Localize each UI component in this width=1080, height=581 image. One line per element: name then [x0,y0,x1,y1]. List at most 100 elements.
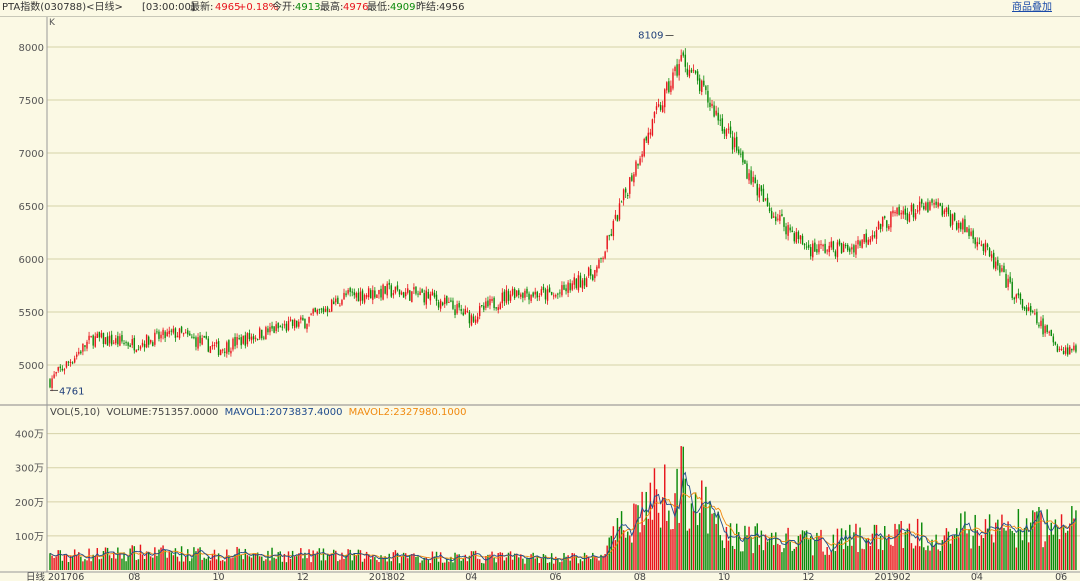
candle-body [610,233,613,236]
volume-bar [80,556,82,570]
volume-bar [717,511,719,570]
candle-body [935,201,937,205]
volume-bar [651,519,654,570]
volume-bar [939,550,941,570]
candle-body [606,235,608,250]
candle-body [374,290,376,298]
candle-body [906,212,909,221]
candle-body [63,369,66,371]
candle-body [861,239,863,248]
candle-body [421,289,423,293]
candle-body [339,305,341,307]
candle-body [949,213,952,227]
candle-body [528,293,530,300]
candle-body [701,80,703,92]
volume-bar [914,545,917,570]
candle-body [176,335,179,338]
candle-body [966,227,968,233]
candle-body [316,309,318,314]
volume-bar [999,530,1001,570]
commodity-overlay-link[interactable]: 商品叠加 [1012,2,1052,13]
candle-body [398,289,401,295]
candle-body [725,129,728,137]
volume-bar [104,547,107,570]
volume-bar [402,552,405,570]
volume-bar [945,528,948,570]
candle-body [1062,350,1065,355]
volume-bar [219,560,222,570]
candle-body [992,252,995,268]
volume-bar [590,559,592,570]
volume-bar [141,554,144,570]
candle-body [707,90,709,103]
candle-body [503,291,506,302]
candle-body [431,291,434,296]
candle-body [164,331,166,339]
candle-body [727,128,730,130]
volume-bar [150,556,152,570]
candle-body [224,351,226,353]
volume-bar [452,562,454,570]
candle-body [863,234,865,243]
volume-bar [152,557,154,570]
volume-bar [534,558,536,570]
volume-bar [246,555,249,570]
volume-bar [713,512,715,570]
candle-body [238,337,240,339]
candle-body [199,335,201,344]
candle-body [1007,278,1009,288]
volume-bar [561,561,563,570]
candle-body [918,201,921,211]
candle-body [466,310,469,312]
candle-body [394,286,397,293]
candle-body [55,372,57,374]
candle-body [604,251,606,259]
candle-body [805,246,808,248]
candle-body [76,354,78,357]
volume-bar [226,549,228,570]
volume-bar [744,525,746,570]
candle-body [49,379,51,388]
volume-bar [639,532,641,570]
volume-bar [528,558,530,570]
volume-bar [912,548,915,570]
volume-bar [1062,525,1065,570]
prev-settle-label: 昨结: [416,2,440,13]
candle-body [779,215,781,221]
volume-bar [487,554,489,570]
volume-bar [842,549,845,570]
volume-bar [649,482,652,570]
volume-bar [1011,530,1013,570]
volume-bar [359,550,362,570]
volume-bar [392,552,395,570]
volume-bar [458,554,460,570]
volume-bar [536,555,538,570]
candle-body [752,176,754,183]
candle-body [203,335,205,338]
candle-body [711,103,713,107]
volume-bar [92,554,94,570]
candle-body [472,316,475,322]
volume-bar [1038,507,1040,570]
volume-bar [795,546,798,570]
volume-bar [166,557,168,570]
candle-body [978,242,981,244]
volume-bar [384,556,386,570]
volume-bar [853,532,855,570]
volume-bar [684,478,687,570]
candle-body [254,337,257,339]
candle-body [1054,341,1057,345]
candle-body [762,188,765,202]
candle-body [929,201,931,210]
candle-body [1021,299,1024,309]
candle-body [205,335,207,339]
volume-bar [988,514,991,570]
volume-bar [67,562,70,570]
candle-body [1052,336,1055,343]
volume-bar [287,551,290,570]
candle-body [207,338,210,352]
candle-body [300,317,302,320]
volume-bar [643,525,645,570]
candle-body [844,245,847,247]
